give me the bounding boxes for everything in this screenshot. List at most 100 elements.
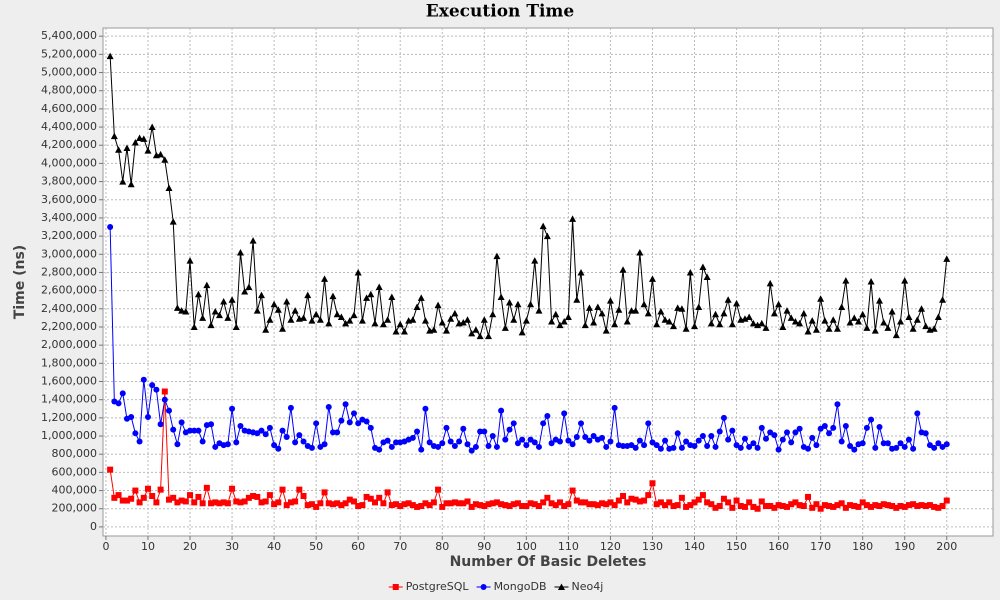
marker: [123, 497, 130, 504]
marker: [363, 418, 370, 425]
marker: [914, 410, 921, 417]
marker: [287, 404, 294, 411]
marker: [543, 232, 551, 240]
marker: [931, 444, 938, 451]
marker: [876, 423, 883, 430]
marker: [161, 396, 168, 403]
marker: [662, 502, 669, 509]
marker: [800, 309, 808, 317]
marker: [888, 308, 896, 315]
marker: [481, 503, 488, 510]
marker: [493, 499, 500, 506]
marker: [195, 427, 202, 434]
marker: [115, 146, 123, 153]
marker: [859, 499, 866, 506]
y-tick-label: 1,800,000: [41, 356, 97, 369]
marker: [438, 318, 446, 326]
marker: [889, 503, 896, 510]
marker: [300, 438, 307, 445]
marker: [527, 300, 535, 308]
marker: [182, 498, 189, 505]
x-tick-label: 80: [435, 540, 449, 553]
marker: [489, 433, 496, 440]
marker: [821, 317, 829, 324]
marker: [186, 257, 194, 264]
marker: [279, 427, 286, 434]
x-tick-label: 130: [642, 540, 663, 553]
marker: [674, 304, 682, 311]
y-tick-label: 3,400,000: [41, 211, 97, 224]
marker: [800, 503, 807, 510]
marker: [573, 497, 580, 504]
marker: [665, 318, 673, 325]
marker: [695, 496, 702, 503]
marker: [691, 443, 698, 450]
marker: [544, 494, 551, 501]
marker: [506, 426, 513, 433]
marker: [535, 503, 542, 510]
marker: [813, 501, 820, 508]
marker: [704, 499, 711, 506]
marker: [107, 224, 114, 231]
marker: [708, 433, 715, 440]
marker: [834, 401, 841, 408]
marker: [358, 317, 366, 324]
marker: [502, 436, 509, 443]
marker: [489, 500, 496, 507]
marker: [796, 425, 803, 432]
marker: [418, 503, 425, 510]
x-tick-label: 50: [309, 540, 323, 553]
marker: [750, 440, 757, 447]
marker: [417, 294, 425, 301]
marker: [556, 321, 564, 329]
series-line: [109, 56, 948, 338]
marker: [325, 403, 332, 410]
marker: [913, 316, 921, 323]
marker: [153, 499, 160, 506]
y-tick-label: 3,000,000: [41, 247, 97, 260]
marker: [653, 320, 661, 328]
marker: [649, 480, 656, 487]
marker: [296, 486, 303, 493]
marker: [456, 500, 463, 507]
marker: [745, 313, 753, 320]
marker: [771, 432, 778, 439]
marker: [728, 320, 736, 328]
marker: [833, 325, 841, 332]
marker: [770, 309, 778, 317]
marker: [762, 435, 769, 442]
marker: [678, 444, 685, 451]
marker: [792, 429, 799, 436]
marker: [291, 307, 299, 314]
x-tick-label: 0: [102, 540, 109, 553]
marker: [805, 445, 812, 452]
marker: [166, 407, 173, 414]
marker: [392, 584, 399, 590]
marker: [224, 314, 232, 321]
x-tick-label: 40: [267, 540, 281, 553]
marker: [758, 424, 765, 431]
marker: [540, 420, 547, 427]
marker: [493, 443, 500, 450]
marker: [716, 320, 724, 328]
marker: [531, 257, 539, 264]
y-tick-label: 3,600,000: [41, 193, 97, 206]
marker: [439, 503, 446, 510]
marker: [363, 493, 370, 500]
marker: [712, 504, 719, 511]
marker: [535, 443, 542, 450]
marker: [376, 494, 383, 501]
marker: [838, 438, 845, 445]
marker: [430, 326, 438, 333]
marker: [670, 444, 677, 451]
marker: [834, 502, 841, 509]
marker: [447, 500, 454, 507]
x-tick-label: 90: [477, 540, 491, 553]
marker: [237, 423, 244, 430]
y-tick-label: 1,200,000: [41, 411, 97, 424]
marker: [678, 494, 685, 501]
marker: [582, 499, 589, 506]
marker: [372, 499, 379, 506]
marker: [434, 301, 442, 309]
marker: [653, 501, 660, 508]
